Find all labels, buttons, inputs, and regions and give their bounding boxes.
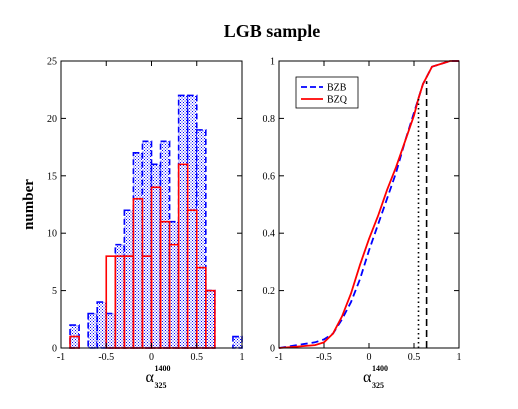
bzb-bars	[69, 94, 243, 349]
legend-label-bzq: BZQ	[327, 95, 348, 106]
cumulative-x-axis-label-superscript: 1400	[372, 364, 388, 373]
histogram-y-tick-label: 15	[47, 171, 57, 182]
cumulative-y-tick-label: 0.2	[263, 286, 276, 297]
bzb-bar	[177, 94, 189, 349]
cumulative-y-tick-label: 0.6	[263, 171, 276, 182]
cumulative-x-axis-label-symbol: α	[363, 369, 372, 386]
cumulative-x-axis-label-subscript: 325	[372, 381, 384, 390]
x-tick-label: 0	[367, 352, 372, 363]
bzb-bar	[232, 335, 243, 349]
x-tick-label: 1	[457, 352, 462, 363]
bzb-bar	[123, 209, 135, 349]
bzb-bar	[105, 312, 117, 349]
x-tick-label: 1	[240, 352, 245, 363]
histogram-x-axis-label: α 1400 325	[146, 364, 171, 390]
figure-title: LGB sample	[224, 21, 321, 41]
legend: BZB BZQ	[295, 76, 359, 109]
x-tick-label: -0.5	[316, 352, 332, 363]
legend-label-bzb: BZB	[327, 83, 347, 94]
bzb-bar	[186, 94, 198, 349]
cumulative-y-tick-label: 0.4	[263, 229, 276, 240]
bzb-bar	[114, 243, 126, 349]
histogram-y-tick-label: 10	[47, 229, 57, 240]
x-tick-label: 0.5	[408, 352, 421, 363]
cumulative-panel: -1 -0.5 0 0.5 1 0 0.2 0.4 0.6 0.8 1 BZB BZQ α 1400…	[263, 57, 462, 391]
bzb-cumulative-line	[278, 60, 459, 349]
x-tick-label: -1	[57, 352, 65, 363]
x-tick-label: 0	[149, 352, 154, 363]
bzb-bar	[96, 301, 108, 349]
histogram-x-axis-label-superscript: 1400	[155, 364, 171, 373]
legend-box	[295, 76, 359, 109]
bzb-bar	[168, 220, 180, 349]
bzb-bar	[141, 140, 153, 349]
bzb-bar	[132, 152, 144, 349]
cumulative-ticks: -1 -0.5 0 0.5 1 0 0.2 0.4 0.6 0.8 1	[263, 57, 462, 364]
cumulative-lines	[278, 60, 459, 349]
bzq-cumulative-line	[278, 60, 459, 349]
cumulative-y-tick-label: 1	[270, 57, 275, 68]
cumulative-y-tick-label: 0.8	[263, 114, 276, 125]
histogram-y-tick-label: 20	[47, 114, 57, 125]
histogram-y-tick-label: 0	[52, 344, 57, 355]
bzb-bar	[150, 163, 162, 349]
cumulative-vertical-markers	[417, 81, 428, 348]
histogram-y-tick-label: 5	[52, 286, 57, 297]
x-tick-label: 0.5	[191, 352, 204, 363]
x-tick-label: -0.5	[98, 352, 114, 363]
histogram-x-axis-label-subscript: 325	[155, 381, 167, 390]
cumulative-x-axis-label: α 1400 325	[363, 364, 388, 390]
x-tick-label: -1	[275, 352, 283, 363]
histogram-x-axis-label-symbol: α	[146, 369, 155, 386]
histogram-y-axis-label: number	[21, 179, 37, 230]
bzb-bar	[159, 140, 171, 349]
bzb-bar	[195, 129, 207, 349]
bzb-bar	[205, 289, 216, 349]
histogram-y-tick-label: 25	[47, 57, 57, 68]
bzb-bar	[87, 312, 99, 349]
cumulative-y-tick-label: 0	[270, 344, 275, 355]
